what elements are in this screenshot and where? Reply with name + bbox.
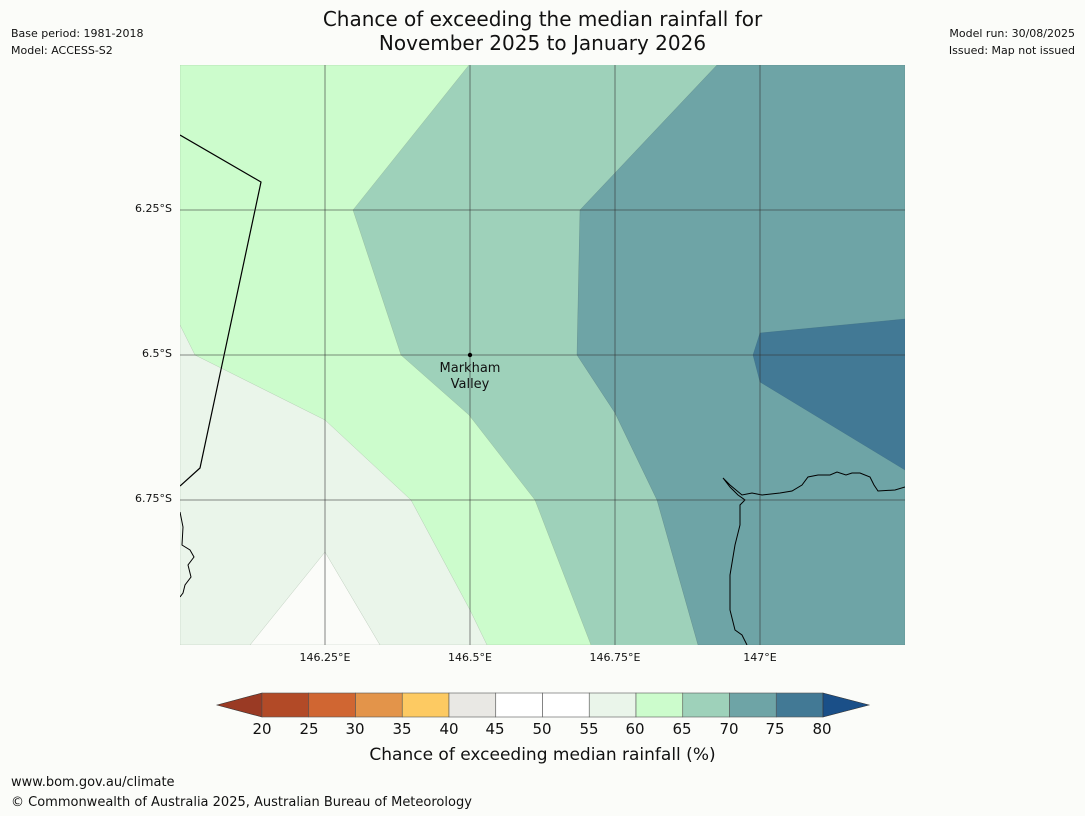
tick-label: 40 [439, 720, 459, 738]
lon-label-146.75: 146.75°E [589, 651, 641, 664]
colorbar-bin [495, 692, 543, 718]
lon-label-146.5: 146.5°E [448, 651, 492, 664]
colorbar-bin [448, 692, 497, 718]
place-label-line-1: Markham [440, 361, 501, 376]
title-line-1: Chance of exceeding the median rainfall … [322, 7, 763, 31]
tick-label: 75 [765, 720, 785, 738]
issued-text: Issued: Map not issued [948, 44, 1075, 57]
tick-label: 20 [252, 720, 272, 738]
meta-right: Model run: 30/08/2025 Issued: Map not is… [949, 25, 1075, 59]
border-line [180, 134, 262, 487]
coastline-west [180, 511, 195, 598]
colorbar-over-arrow [822, 692, 871, 718]
colorbar-bin [588, 692, 637, 718]
place-marker-icon [467, 352, 473, 358]
lat-label-6.25: 6.25°S [135, 202, 172, 215]
tick-label: 70 [719, 720, 739, 738]
tick-label: 60 [625, 720, 645, 738]
colorbar-label: Chance of exceeding median rainfall (%) [369, 745, 716, 765]
tick-label: 35 [392, 720, 412, 738]
colorbar-bin [355, 692, 403, 718]
footer-copyright: © Commonwealth of Australia 2025, Austra… [11, 795, 472, 810]
tick-label: 80 [812, 720, 832, 738]
colorbar-bin [308, 692, 356, 718]
place-label-line-2: Valley [451, 377, 490, 392]
region-75-80 [752, 318, 905, 471]
colorbar-bin [729, 692, 777, 718]
colorbar-bin [542, 692, 590, 718]
tick-label: 65 [672, 720, 692, 738]
colorbar-bin [401, 692, 450, 718]
lon-label-147: 147°E [743, 651, 777, 664]
colorbar-bin [261, 692, 310, 718]
colorbar-under-arrow [215, 692, 263, 718]
region-50-55 [249, 551, 381, 645]
lat-label-6.75: 6.75°S [135, 492, 172, 505]
colorbar-bin [635, 692, 684, 718]
base-period-text: Base period: 1981-2018 [11, 27, 144, 40]
colorbar-bins [261, 692, 824, 718]
lon-label-146.25: 146.25°E [299, 651, 351, 664]
tick-label: 30 [345, 720, 365, 738]
meta-left: Base period: 1981-2018 Model: ACCESS-S2 [11, 25, 143, 59]
model-text: Model: ACCESS-S2 [11, 44, 113, 57]
colorbar [215, 692, 871, 718]
colorbar-bin [775, 692, 824, 718]
region-55-60 [180, 324, 488, 645]
tick-label: 45 [485, 720, 505, 738]
coastline-east [722, 471, 905, 645]
footer-url: www.bom.gov.au/climate [11, 775, 175, 790]
title-line-2: November 2025 to January 2026 [378, 31, 707, 55]
tick-label: 25 [299, 720, 319, 738]
map-title: Chance of exceeding the median rainfall … [0, 7, 1085, 55]
colorbar-bin [682, 692, 730, 718]
model-run-text: Model run: 30/08/2025 [949, 27, 1075, 40]
tick-label: 55 [579, 720, 599, 738]
tick-label: 50 [532, 720, 552, 738]
rainfall-map: Markham Valley [180, 65, 905, 645]
lat-label-6.5: 6.5°S [142, 347, 172, 360]
